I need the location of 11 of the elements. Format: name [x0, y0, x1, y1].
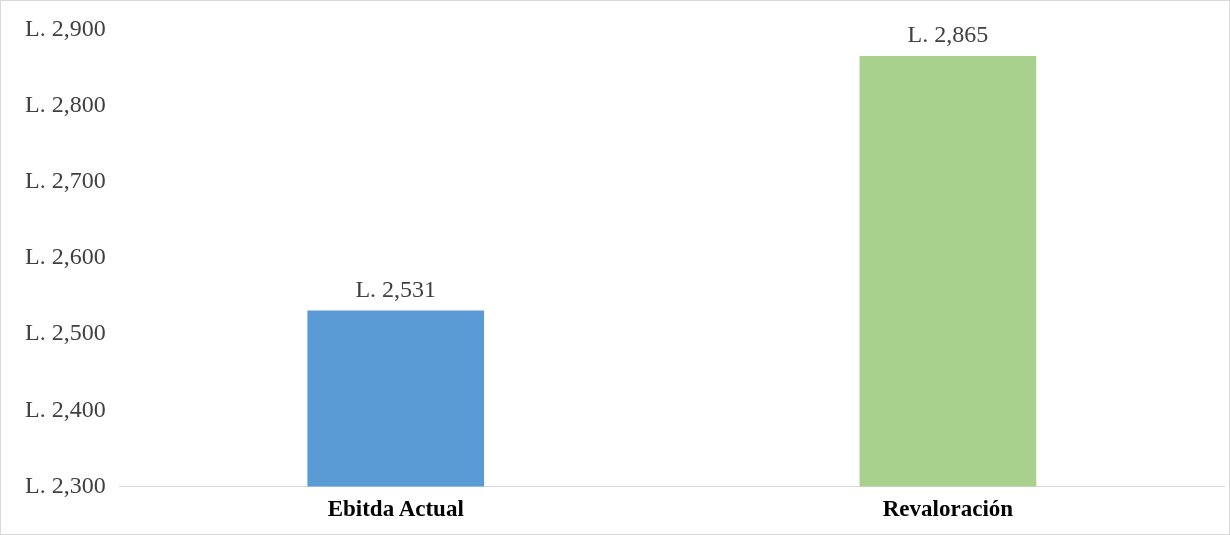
y-tick-label: L. 2,500 — [24, 319, 106, 346]
y-tick-label: L. 2,400 — [24, 395, 106, 422]
data-label: L. 2,865 — [907, 21, 989, 48]
y-tick-label: L. 2,800 — [24, 90, 106, 117]
data-label: L. 2,531 — [355, 275, 437, 302]
x-tick-label: Revaloración — [882, 496, 1014, 522]
x-tick-label: Ebitda Actual — [327, 496, 464, 522]
y-tick-label: L. 2,600 — [24, 243, 106, 270]
y-tick-label: L. 2,300 — [24, 471, 106, 498]
y-tick-label: L. 2,900 — [24, 14, 106, 41]
y-tick-label: L. 2,700 — [24, 167, 106, 194]
